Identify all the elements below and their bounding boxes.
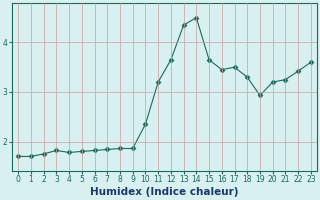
X-axis label: Humidex (Indice chaleur): Humidex (Indice chaleur) [90,187,239,197]
